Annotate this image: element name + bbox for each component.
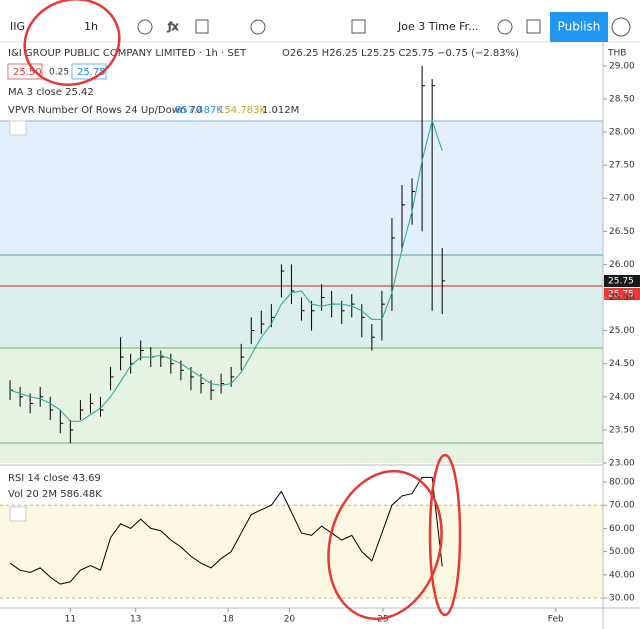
- close-price: 25.75: [608, 290, 634, 300]
- y-tick-label: 23.50: [609, 425, 635, 435]
- interval[interactable]: 1h: [84, 20, 98, 33]
- fullscreen-icon[interactable]: [526, 19, 541, 34]
- instrument-title: I&I GROUP PUBLIC COMPANY LIMITED · 1h · …: [8, 48, 247, 59]
- symbol[interactable]: IIG: [10, 20, 25, 33]
- y-tick-label: 80.00: [609, 478, 635, 488]
- y-tick-label: 30.00: [609, 594, 635, 604]
- y-tick-label: 40.00: [609, 570, 635, 580]
- replay-icon[interactable]: [611, 17, 631, 37]
- y-tick-label: 26.00: [609, 260, 635, 270]
- vpvr-total: 1.012M: [262, 105, 299, 116]
- annotation-circle: [23, 0, 121, 86]
- annotation-circle: [327, 469, 443, 621]
- bid: 25.50: [13, 67, 42, 78]
- y-tick-label: 27.00: [609, 194, 635, 204]
- x-tick-label: Feb: [548, 615, 564, 625]
- ma-line: [9, 119, 443, 422]
- toolbar-icons: ƒx: [137, 17, 631, 37]
- layout-name[interactable]: Joe 3 Time Fr...: [397, 20, 479, 33]
- collapse-button[interactable]: [9, 120, 27, 136]
- layout-icon[interactable]: [351, 19, 366, 34]
- rsi-line: [9, 476, 443, 585]
- alert-icon[interactable]: [250, 19, 266, 35]
- ohlc-readout: O26.25 H26.25 L25.25 C25.75 −0.75 (−2.83…: [282, 48, 519, 59]
- vol-legend: Vol 20 2M 586.48K: [8, 489, 102, 500]
- annotation-circle: [428, 453, 462, 617]
- ask-box: [71, 63, 107, 80]
- y-tick-label: 50.00: [609, 547, 635, 557]
- rsi-legend: RSI 14 close 43.69: [8, 473, 101, 484]
- x-tick-label: 18: [222, 615, 234, 625]
- publish-label[interactable]: Publish: [558, 20, 601, 34]
- x-tick-label: 20: [284, 615, 296, 625]
- spread: 0.25: [49, 68, 69, 78]
- value-area-high: [0, 121, 603, 255]
- plot-area: 23.00 23.50 24.00 24.50 25.00 25.50 26.00 26.50…: [0, 61, 635, 625]
- y-tick-label: 28.00: [609, 128, 635, 138]
- y-tick-label: 26.50: [609, 227, 635, 237]
- toolbar: [0, 0, 640, 42]
- y-tick-label: 25.50: [609, 293, 635, 303]
- y-tick-label: 29.00: [609, 61, 635, 71]
- compare-icon[interactable]: [137, 19, 153, 35]
- rsi-band: [0, 505, 603, 598]
- x-tick-label: 13: [130, 615, 141, 625]
- y-tick-label: 60.00: [609, 524, 635, 534]
- y-tick-label: 23.00: [609, 459, 635, 469]
- y-tick-label: 24.00: [609, 392, 635, 402]
- bid-box: [7, 63, 43, 80]
- ask: 25.75: [77, 67, 106, 78]
- fx-icon[interactable]: ƒx: [167, 20, 180, 34]
- y-tick-label: 28.50: [609, 94, 635, 104]
- settings-icon[interactable]: [497, 19, 513, 35]
- last-price: 25.75: [608, 277, 634, 287]
- vpvr-up: 857.487K: [175, 105, 223, 116]
- vpvr-legend: VPVR Number Of Rows 24 Up/Down 70: [8, 105, 202, 116]
- y-tick-label: 25.00: [609, 326, 635, 336]
- y-tick-label: 24.50: [609, 359, 635, 369]
- ma-legend: MA 3 close 25.42: [8, 87, 94, 98]
- indicators-icon[interactable]: [195, 19, 209, 34]
- close-price-box: [604, 288, 640, 300]
- currency: THB: [607, 49, 626, 59]
- vpvr-down: 154.783K: [218, 105, 266, 116]
- last-price-box: [604, 275, 640, 287]
- y-tick-label: 70.00: [609, 501, 635, 511]
- x-tick-label: 11: [65, 615, 76, 625]
- y-tick-label: 27.50: [609, 161, 635, 171]
- collapse-button[interactable]: [9, 506, 27, 522]
- annotations: [23, 0, 462, 621]
- publish-button[interactable]: [550, 12, 608, 42]
